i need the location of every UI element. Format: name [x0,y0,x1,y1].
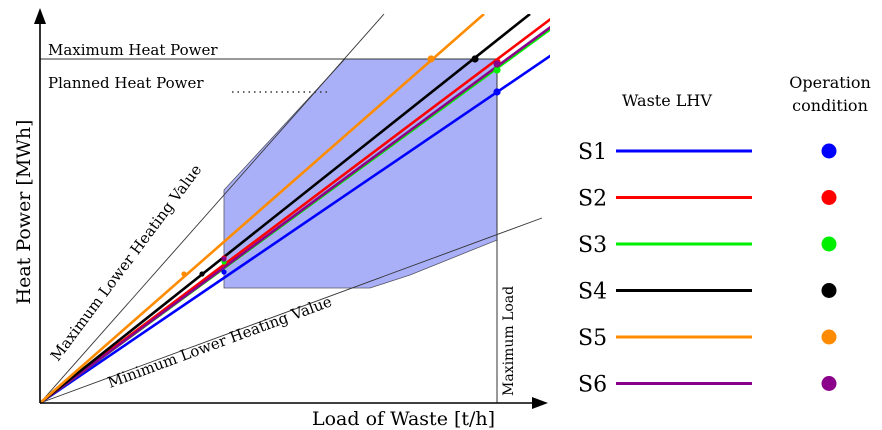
legend-label: S1 [578,140,607,165]
legend-header-condition: condition [792,96,868,115]
legend-label: S6 [578,373,607,398]
legend-dot-swatch [821,236,837,252]
legend-dot-swatch [821,190,837,205]
operation-point-min-s1 [221,269,227,275]
planned-heat-power-label: Planned Heat Power [48,74,204,92]
legend-dot-swatch [821,329,837,345]
operation-point-s1 [493,88,501,96]
legend-header-operation: Operation [789,73,871,92]
y-axis-label: Heat Power [MWh] [13,120,35,305]
legend-dot-swatch [821,143,837,159]
legend-label: S4 [578,280,607,305]
series-line-s5 [40,14,485,404]
series-line-s6 [40,25,550,405]
maximum-heat-power-label: Maximum Heat Power [48,41,218,59]
legend-row-s5: S5 [578,326,837,351]
scenario-lines [40,14,550,405]
x-axis-arrow-icon [532,397,548,409]
operation-point-min-s6 [221,256,227,262]
maximum-lhv-line [39,13,385,404]
legend-label: S2 [578,187,607,212]
operation-point-s6 [493,60,501,68]
legend-label: S5 [578,326,607,351]
legend-dot-swatch [821,283,837,298]
y-axis-arrow-icon [34,8,46,24]
legend-row-s3: S3 [578,233,837,258]
operation-point-min-s5 [181,271,187,277]
operation-point-min-s4 [199,271,205,277]
legend-row-s4: S4 [578,280,837,305]
operation-point-s5 [427,55,435,63]
minimum-lhv-line [39,217,543,404]
x-axis-label: Load of Waste [t/h] [312,408,495,430]
legend-header-waste-lhv: Waste LHV [622,91,712,110]
legend-dot-swatch [821,376,837,391]
legend: S1 S2 S3 S4 S5 S6 [578,140,837,398]
legend-row-s2: S2 [578,187,837,212]
legend-row-s1: S1 [578,140,837,165]
operation-points [181,55,501,277]
legend-row-s6: S6 [578,373,837,398]
feasible-operating-region [223,58,498,289]
maximum-load-label: Maximum Load [501,286,517,396]
operation-point-s4 [471,55,479,63]
legend-label: S3 [578,233,607,258]
series-line-s4 [40,14,531,405]
operation-point-s3 [493,66,501,74]
minimum-lhv-label: Minimum Lower Heating Value [105,292,334,391]
series-line-s1 [40,54,550,405]
